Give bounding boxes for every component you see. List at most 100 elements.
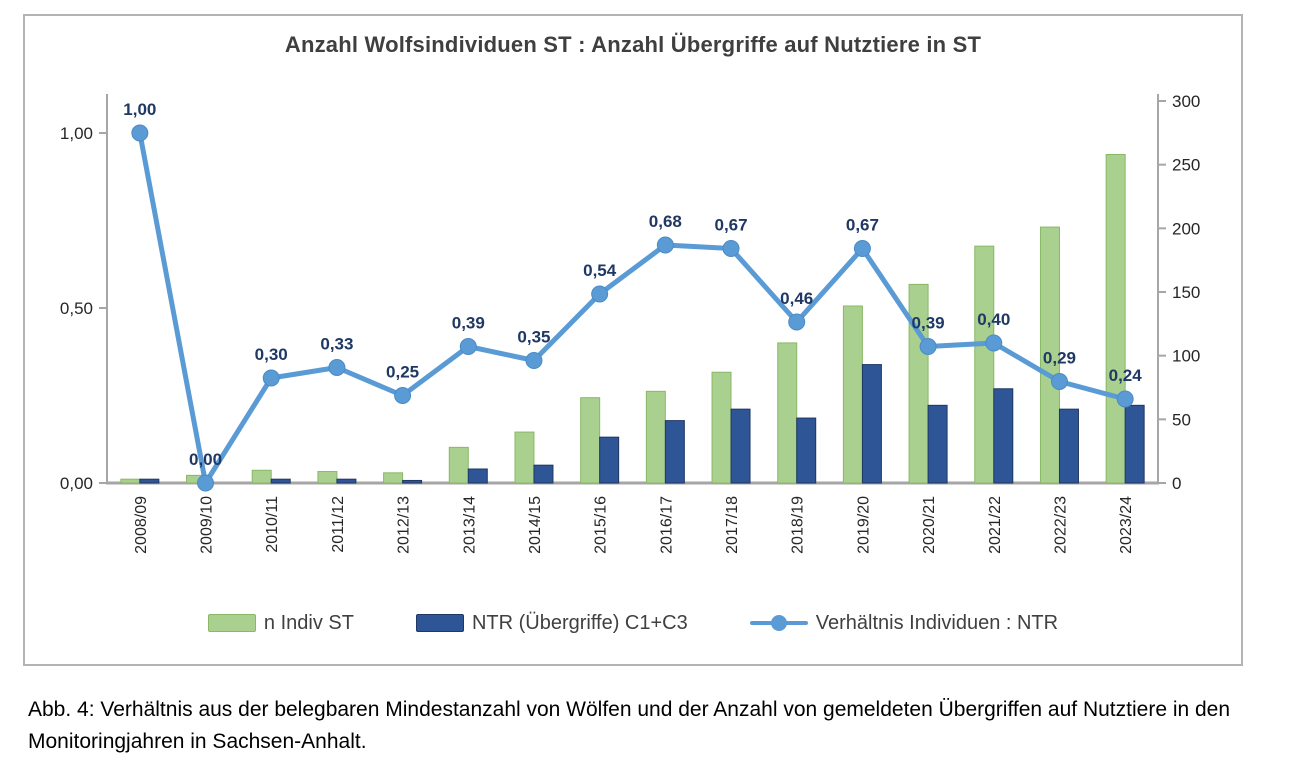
ratio-point-2021/22 [985,334,1003,352]
bar-indiv-2018/19 [777,342,798,484]
svg-text:0,54: 0,54 [583,261,617,280]
ratio-point-2012/13 [394,387,412,404]
svg-text:2018/19: 2018/19 [790,496,807,554]
svg-text:2017/18: 2017/18 [724,496,741,554]
svg-text:0,68: 0,68 [649,212,682,231]
svg-text:2022/23: 2022/23 [1052,496,1069,554]
svg-text:250: 250 [1172,156,1200,175]
bar-ntr-2018/19 [796,417,817,484]
ratio-point-2017/18 [722,240,740,257]
svg-text:0,30: 0,30 [255,345,288,364]
chart-legend: n Indiv ST NTR (Übergriffe) C1+C3 Verhäl… [23,604,1243,642]
ratio-point-2009/10 [197,474,215,492]
ratio-point-2013/14 [459,338,477,355]
legend-item-indiv: n Indiv ST [207,611,354,635]
bar-indiv-2010/11 [251,469,272,484]
bar-ntr-2013/14 [467,468,488,484]
bar-indiv-2022/23 [1039,226,1060,484]
svg-text:2013/14: 2013/14 [461,496,478,554]
svg-text:1,00: 1,00 [123,100,156,119]
legend-item-ntr: NTR (Übergriffe) C1+C3 [415,611,688,635]
legend-label-indiv: n Indiv ST [263,611,354,634]
svg-text:2020/21: 2020/21 [921,496,938,554]
bar-ntr-2022/23 [1058,408,1079,484]
bar-indiv-2016/17 [645,390,666,484]
svg-text:50: 50 [1172,410,1191,429]
bar-indiv-2012/13 [383,472,404,484]
ratio-point-2022/23 [1050,373,1068,390]
svg-text:2015/16: 2015/16 [593,496,610,554]
svg-text:150: 150 [1172,283,1200,302]
svg-text:2014/15: 2014/15 [527,496,544,554]
legend-label-ntr: NTR (Übergriffe) C1+C3 [471,611,688,634]
svg-text:2021/22: 2021/22 [987,496,1004,554]
bar-indiv-2014/15 [514,431,535,484]
svg-text:2011/12: 2011/12 [330,496,347,553]
svg-text:0,39: 0,39 [452,314,485,333]
legend-swatch-indiv-bar-icon [207,614,256,632]
ratio-point-2020/21 [919,338,937,355]
ratio-point-2008/09 [131,124,149,142]
svg-text:0,67: 0,67 [714,216,747,235]
svg-text:2023/24: 2023/24 [1118,496,1135,554]
svg-text:0: 0 [1172,474,1181,493]
ratio-line-group [131,124,1134,492]
svg-text:0,35: 0,35 [517,328,550,347]
svg-text:0,24: 0,24 [1109,366,1143,385]
ratio-point-2023/24 [1116,390,1134,408]
ratio-point-2018/19 [788,313,806,331]
bar-indiv-2008/09 [120,478,141,484]
bar-indiv-2017/18 [711,371,732,484]
bar-ntr-2015/16 [599,436,620,484]
chart-title: Anzahl Wolfsindividuen ST : Anzahl Überg… [284,32,982,57]
bar-ntr-2019/20 [861,364,882,484]
svg-text:0,40: 0,40 [977,310,1010,329]
legend-swatch-ratio-line-icon [749,614,808,632]
svg-text:300: 300 [1172,92,1200,111]
bar-ntr-2023/24 [1124,404,1145,484]
bar-ntr-2017/18 [730,408,751,484]
bar-ntr-2012/13 [402,479,423,484]
ratio-point-2019/20 [853,240,871,257]
bar-ntr-2014/15 [533,464,554,484]
svg-text:2012/13: 2012/13 [396,496,413,554]
svg-text:2016/17: 2016/17 [658,496,675,554]
svg-text:0,46: 0,46 [780,289,813,308]
legend-item-ratio: Verhältnis Individuen : NTR [749,611,1059,635]
svg-text:0,33: 0,33 [320,335,353,354]
legend-swatch-ntr-bar-icon [415,614,464,632]
bar-ntr-2020/21 [927,404,948,484]
point-labels-group: 1,00 0,00 0,30 0,33 0,25 0,39 0,35 0,54 0,68 0,67… [123,100,1142,469]
svg-text:0,00: 0,00 [60,474,93,493]
svg-text:0,39: 0,39 [912,314,945,333]
svg-text:1,00: 1,00 [60,124,93,143]
ratio-point-2011/12 [328,359,346,376]
legend-label-ratio: Verhältnis Individuen : NTR [815,611,1059,634]
svg-text:0,50: 0,50 [60,299,93,318]
ratio-point-2016/17 [656,236,674,254]
ratio-point-2014/15 [525,352,543,369]
bar-indiv-2021/22 [974,245,995,484]
svg-text:0,67: 0,67 [846,216,879,235]
svg-text:2008/09: 2008/09 [133,496,150,554]
svg-text:200: 200 [1172,219,1200,238]
bar-indiv-2023/24 [1105,153,1126,484]
svg-text:2009/10: 2009/10 [199,496,216,554]
bar-ntr-2008/09 [139,478,160,484]
bar-indiv-2015/16 [580,397,601,484]
figure-caption: Abb. 4: Verhältnis aus der belegbaren Mi… [28,698,1231,753]
bar-ntr-2021/22 [993,388,1014,484]
svg-text:0,00: 0,00 [189,450,222,469]
svg-text:0,29: 0,29 [1043,349,1076,368]
svg-text:100: 100 [1172,347,1200,366]
axis-tick-labels: 0,00 0,50 1,00 0 50 100 150 200 250 300 2008/09 200… [60,92,1200,554]
bar-ntr-2016/17 [664,420,685,484]
chart-border-box [23,14,1243,666]
bar-indiv-2020/21 [908,283,929,484]
bar-indiv-2011/12 [317,471,338,484]
bar-ntr-2010/11 [270,478,291,484]
bar-ntr-2011/12 [336,478,357,484]
svg-text:0,25: 0,25 [386,363,419,382]
